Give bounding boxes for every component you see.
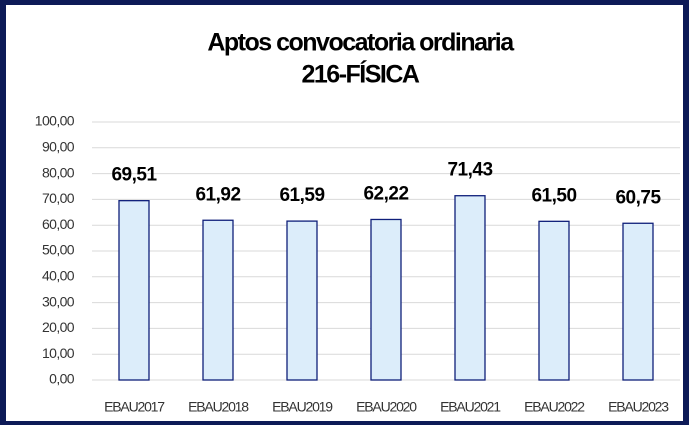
value-label: 61,50 (531, 185, 576, 206)
bar (538, 220, 570, 381)
y-tick-label: 0,00 (49, 371, 75, 387)
y-tick-label: 10,00 (42, 345, 75, 361)
bar (454, 195, 486, 381)
x-tick-label: EBAU2017 (104, 399, 165, 415)
y-tick-label: 30,00 (42, 293, 75, 309)
y-tick-label: 40,00 (42, 268, 75, 284)
y-tick-label: 70,00 (42, 190, 75, 206)
bar (286, 220, 318, 381)
bar (370, 218, 402, 381)
x-tick-label: EBAU2022 (524, 399, 585, 415)
bar (202, 219, 234, 381)
x-tick-label: EBAU2018 (188, 399, 249, 415)
y-tick-label: 60,00 (42, 216, 75, 232)
y-tick-label: 20,00 (42, 319, 75, 335)
y-tick-label: 80,00 (42, 164, 75, 180)
chart-title: Aptos convocatoria ordinaria (207, 29, 515, 57)
chart-subtitle: 216-FÍSICA (302, 60, 420, 89)
bar (622, 222, 654, 381)
value-label: 61,92 (195, 184, 240, 205)
y-tick-label: 90,00 (42, 139, 75, 155)
y-tick-label: 100,00 (35, 113, 75, 129)
x-tick-label: EBAU2021 (440, 399, 501, 415)
y-tick-label: 50,00 (42, 242, 75, 258)
value-label: 62,22 (363, 183, 408, 204)
x-tick-label: EBAU2020 (356, 399, 417, 415)
x-tick-label: EBAU2019 (272, 399, 333, 415)
value-label: 69,51 (111, 165, 157, 186)
value-label: 71,43 (447, 160, 492, 181)
value-label: 60,75 (615, 187, 661, 208)
value-label: 61,59 (279, 185, 324, 206)
x-tick-label: EBAU2023 (608, 399, 669, 415)
bar (118, 200, 150, 381)
